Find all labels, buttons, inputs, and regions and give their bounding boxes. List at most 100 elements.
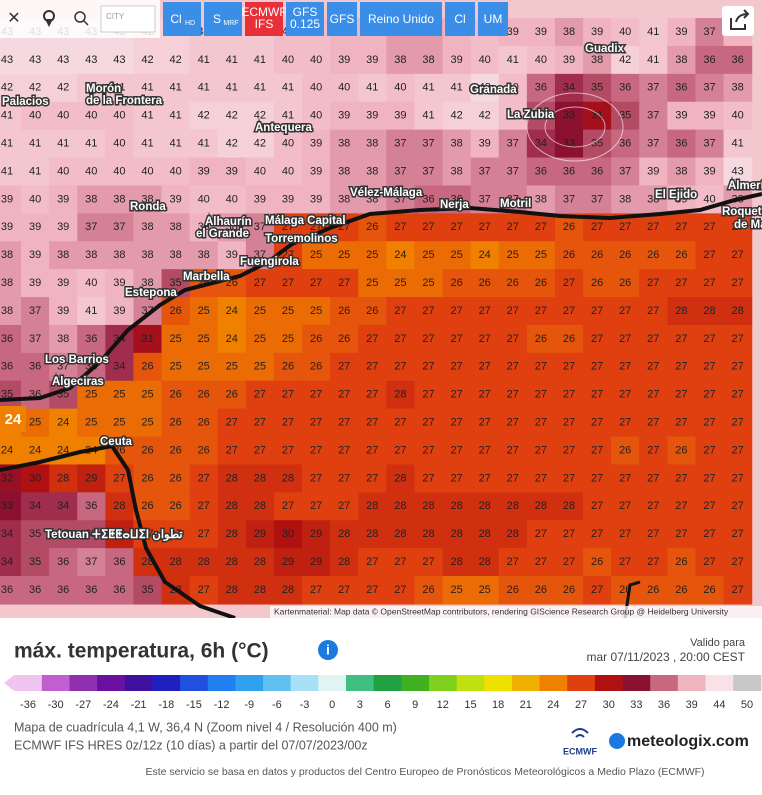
grid-cell	[49, 297, 78, 326]
grid-value: 27	[731, 444, 743, 456]
grid-cell	[554, 380, 584, 410]
grid-cell	[358, 380, 387, 410]
model-button[interactable]	[204, 2, 242, 36]
grid-cell	[358, 436, 387, 466]
grid-value: 40	[29, 193, 41, 205]
grid-value: 25	[113, 389, 125, 401]
colorbar-segment	[401, 675, 430, 691]
grid-cell	[105, 492, 135, 521]
colorbar-tick-label: -3	[300, 699, 310, 711]
grid-cell	[667, 324, 697, 354]
grid-cell	[554, 101, 584, 131]
grid-cell	[498, 352, 528, 382]
grid-value: 25	[422, 277, 434, 289]
grid-cell	[77, 73, 106, 103]
grid-cell	[611, 18, 640, 47]
model-button[interactable]	[478, 2, 508, 36]
grid-value: 27	[647, 389, 659, 401]
grid-value: 40	[226, 193, 238, 205]
grid-cell	[105, 576, 135, 605]
model-button[interactable]	[245, 2, 283, 36]
grid-value: 28	[563, 500, 575, 512]
grid-value: 27	[647, 277, 659, 289]
grid-cell	[498, 297, 528, 326]
city-label: Estepona	[125, 287, 177, 299]
grid-value: 29	[85, 472, 97, 484]
model-button[interactable]	[163, 2, 201, 36]
grid-value: 27	[535, 221, 547, 233]
grid-value: 27	[450, 305, 462, 317]
grid-value: 39	[198, 165, 210, 177]
grid-cell	[49, 548, 78, 577]
grid-cell	[414, 73, 444, 103]
grid-cell	[611, 129, 640, 159]
zoom-icon[interactable]	[74, 11, 86, 23]
grid-value: 36	[450, 193, 462, 205]
model-button[interactable]	[360, 2, 442, 36]
grid-cell	[245, 548, 275, 577]
grid-cell	[302, 45, 331, 75]
colorbar-segment	[511, 675, 541, 691]
grid-value: 39	[113, 305, 125, 317]
grid-cell	[498, 213, 528, 242]
grid-value: 37	[29, 333, 41, 345]
city-label: Antequera	[255, 122, 312, 134]
share-button[interactable]	[722, 6, 754, 36]
grid-cell	[526, 520, 556, 549]
grid-value: 38	[394, 54, 406, 66]
grid-cell	[639, 297, 668, 326]
city-input[interactable]	[100, 5, 156, 33]
grid-value: 38	[338, 138, 350, 150]
grid-cell	[583, 297, 612, 326]
grid-value: 41	[57, 138, 69, 150]
grid-cell	[554, 464, 584, 493]
grid-cell	[498, 45, 528, 75]
model-button[interactable]	[286, 2, 324, 36]
grid-cell	[77, 464, 106, 493]
grid-value: 41	[141, 110, 153, 122]
grid-cell	[0, 241, 22, 270]
grid-value: 27	[394, 333, 406, 345]
colorbar-tick-label: -21	[131, 699, 147, 711]
grid-value: 27	[282, 389, 294, 401]
city-label: el Grande	[196, 228, 249, 240]
colorbar-segment	[484, 675, 513, 691]
grid-value: 41	[85, 82, 97, 94]
grid-value: 27	[675, 472, 687, 484]
grid-cell	[161, 185, 191, 214]
ecmwf-logo-text: ECMWF	[563, 746, 597, 756]
info-icon[interactable]	[318, 640, 338, 660]
grid-cell	[442, 352, 472, 382]
grid-value: 26	[198, 444, 210, 456]
colorbar-segment	[622, 675, 651, 691]
grid-value: 41	[169, 82, 181, 94]
grid-cell	[470, 241, 500, 270]
grid-value: 27	[422, 333, 434, 345]
grid-cell	[526, 157, 556, 187]
grid-cell	[526, 101, 556, 131]
grid-cell	[49, 157, 78, 187]
grid-cell	[695, 213, 725, 242]
model-button[interactable]	[327, 2, 357, 36]
grid-value: 39	[675, 110, 687, 122]
grid-value: 37	[647, 138, 659, 150]
grid-cell	[470, 520, 500, 549]
close-icon[interactable]: ✕	[7, 10, 20, 27]
grid-cell	[526, 380, 556, 410]
grid-value: 27	[450, 389, 462, 401]
grid-value: 41	[366, 82, 378, 94]
grid-cell	[611, 157, 640, 187]
grid-value: 42	[29, 82, 41, 94]
grid-cell	[302, 464, 331, 493]
city-label: Nerja	[440, 199, 469, 211]
model-button[interactable]	[445, 2, 475, 36]
grid-cell	[217, 297, 247, 326]
grid-value: 38	[1, 277, 13, 289]
grid-cell	[583, 157, 612, 187]
grid-value: 41	[450, 82, 462, 94]
grid-cell	[695, 408, 725, 438]
grid-cell	[639, 324, 668, 354]
grid-cell	[386, 492, 416, 521]
grid-cell	[302, 492, 331, 521]
grid-value: 26	[310, 333, 322, 345]
